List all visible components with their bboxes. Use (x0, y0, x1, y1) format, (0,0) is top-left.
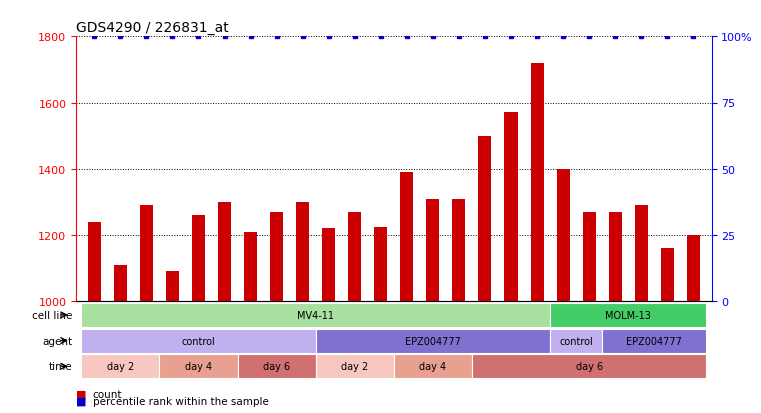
Bar (166, 272, 179, 413)
Text: ■: ■ (76, 389, 87, 399)
Bar (192, 216, 205, 413)
Bar (218, 202, 231, 413)
Text: EPZ004777: EPZ004777 (405, 336, 461, 346)
Text: MV4-11: MV4-11 (298, 310, 334, 320)
Text: day 6: day 6 (575, 361, 603, 371)
Bar (583, 212, 596, 413)
Text: day 6: day 6 (263, 361, 290, 371)
Text: control: control (559, 336, 593, 346)
Bar (452, 199, 466, 413)
Bar (322, 229, 336, 413)
Bar (635, 206, 648, 413)
Bar (609, 212, 622, 413)
Text: day 2: day 2 (107, 361, 134, 371)
Bar (479, 136, 492, 413)
Text: percentile rank within the sample: percentile rank within the sample (93, 396, 269, 406)
Bar (661, 249, 673, 413)
Bar (270, 212, 283, 413)
Text: EPZ004777: EPZ004777 (626, 336, 682, 346)
Text: GDS4290 / 226831_at: GDS4290 / 226831_at (76, 21, 229, 35)
Bar (244, 232, 257, 413)
Bar (114, 265, 127, 413)
Bar (140, 206, 153, 413)
Text: cell line: cell line (32, 310, 72, 320)
Text: ■: ■ (76, 396, 87, 406)
Text: MOLM-13: MOLM-13 (605, 310, 651, 320)
Text: day 4: day 4 (185, 361, 212, 371)
Bar (296, 202, 309, 413)
Bar (556, 169, 569, 413)
Text: agent: agent (42, 336, 72, 346)
Text: time: time (49, 361, 72, 371)
Bar (530, 64, 543, 413)
Bar (686, 235, 700, 413)
Bar (400, 173, 413, 413)
Bar (349, 212, 361, 413)
Text: count: count (93, 389, 123, 399)
Text: day 4: day 4 (419, 361, 447, 371)
Bar (426, 199, 439, 413)
Text: day 2: day 2 (341, 361, 368, 371)
Bar (505, 113, 517, 413)
Bar (88, 222, 101, 413)
Text: control: control (182, 336, 215, 346)
Bar (374, 227, 387, 413)
